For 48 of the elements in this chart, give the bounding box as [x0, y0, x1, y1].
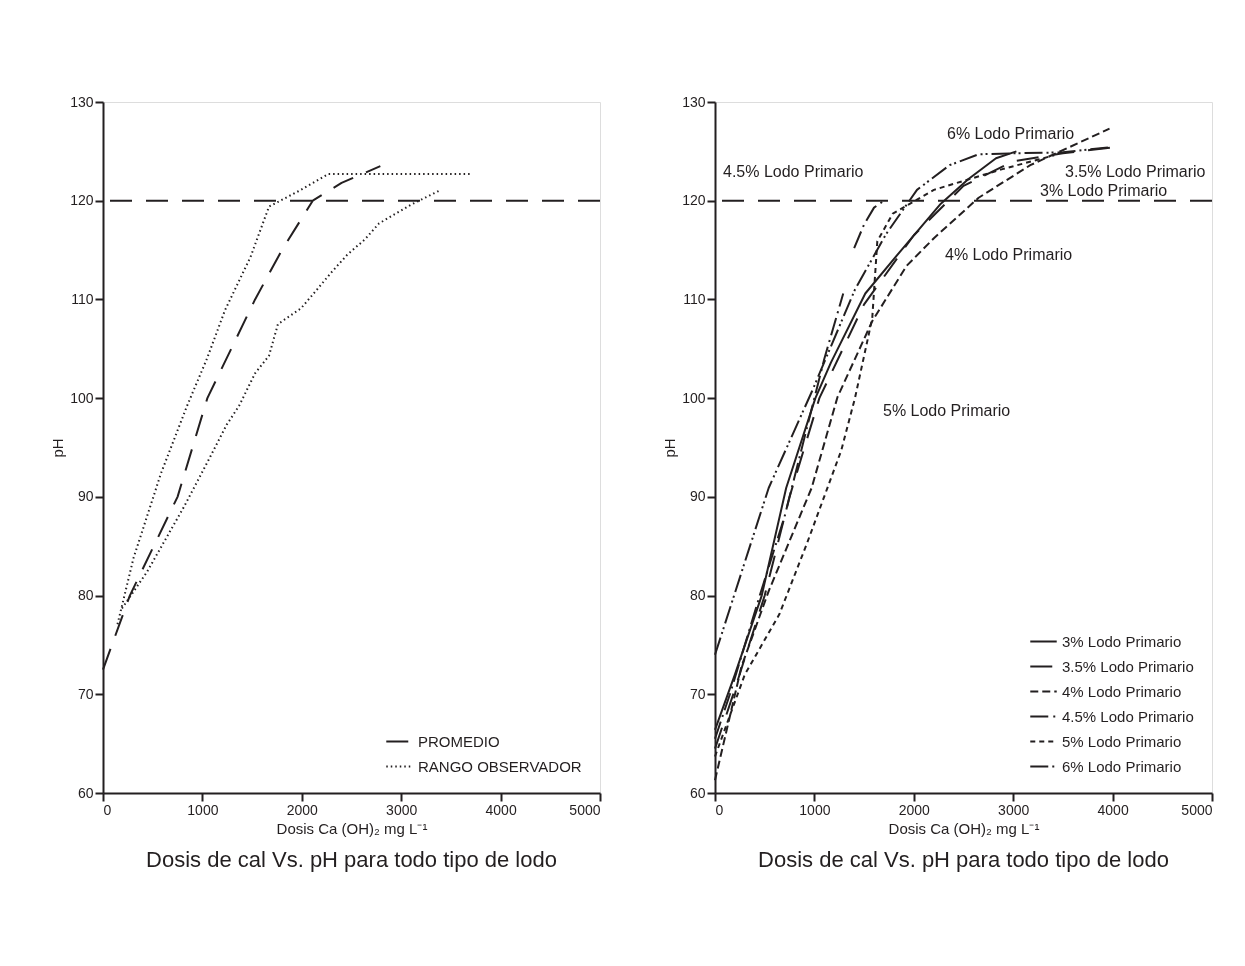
- x-tick-label: 0: [715, 801, 724, 818]
- y-tick-label: 100: [682, 389, 706, 406]
- x-axis-title: Dosis Ca (OH)₂ mg L⁻¹: [276, 819, 428, 837]
- y-tick-label: 110: [71, 290, 94, 307]
- y-tick-label: 70: [77, 685, 94, 702]
- legend-label: 3% Lodo Primario: [1062, 632, 1182, 650]
- legend-label: 4% Lodo Primario: [1062, 682, 1182, 700]
- y-tick-label: 90: [77, 488, 94, 505]
- annotation: 4.5% Lodo Primario: [723, 163, 864, 180]
- x-tick-label: 1000: [187, 801, 219, 818]
- y-tick-label: 90: [689, 488, 706, 505]
- x-tick-label: 2000: [286, 801, 319, 818]
- x-tick-label: 0: [103, 801, 112, 818]
- y-tick-label: 130: [682, 93, 706, 110]
- annotation: 3% Lodo Primario: [1040, 182, 1168, 199]
- y-tick-label: 130: [70, 93, 94, 110]
- text: Dosis de cal Vs. pH para todo tipo de lodo: [146, 847, 557, 872]
- annotation: 4% Lodo Primario: [945, 246, 1073, 263]
- x-tick-label: 4000: [485, 801, 517, 818]
- x-tick-label: 3000: [386, 801, 418, 818]
- x-tick-label: 5000: [569, 801, 601, 818]
- legend-label: 4.5% Lodo Primario: [1062, 707, 1194, 725]
- y-tick-label: 120: [70, 192, 94, 209]
- legend-label: 3.5% Lodo Primario: [1062, 657, 1194, 675]
- y-tick-label: 60: [689, 784, 706, 801]
- annotation: 6% Lodo Primario: [947, 125, 1075, 142]
- legend-label: 6% Lodo Primario: [1062, 757, 1182, 775]
- y-tick-label: 70: [689, 685, 706, 702]
- text: Dosis de cal Vs. pH para todo tipo de lodo: [758, 847, 1169, 872]
- legend-label: RANGO OBSERVADOR: [418, 757, 582, 775]
- y-tick-label: 60: [77, 784, 94, 801]
- y-axis-title: pH: [661, 438, 679, 458]
- x-tick-label: 2000: [898, 801, 931, 818]
- y-tick-label: 100: [70, 389, 94, 406]
- x-tick-label: 4000: [1097, 801, 1129, 818]
- x-tick-label: 3000: [998, 801, 1030, 818]
- y-tick-label: 120: [682, 192, 706, 209]
- y-tick-label: 80: [77, 587, 94, 604]
- y-tick-label: 80: [689, 587, 706, 604]
- x-axis-title: Dosis Ca (OH)₂ mg L⁻¹: [888, 819, 1040, 837]
- annotation: 3.5% Lodo Primario: [1065, 163, 1206, 180]
- annotation: 5% Lodo Primario: [883, 402, 1011, 419]
- y-axis-title: pH: [49, 438, 67, 458]
- y-tick-label: 110: [683, 290, 706, 307]
- x-tick-label: 1000: [799, 801, 831, 818]
- legend-label: 5% Lodo Primario: [1062, 732, 1182, 750]
- x-tick-label: 5000: [1181, 801, 1213, 818]
- legend-label: PROMEDIO: [418, 732, 500, 750]
